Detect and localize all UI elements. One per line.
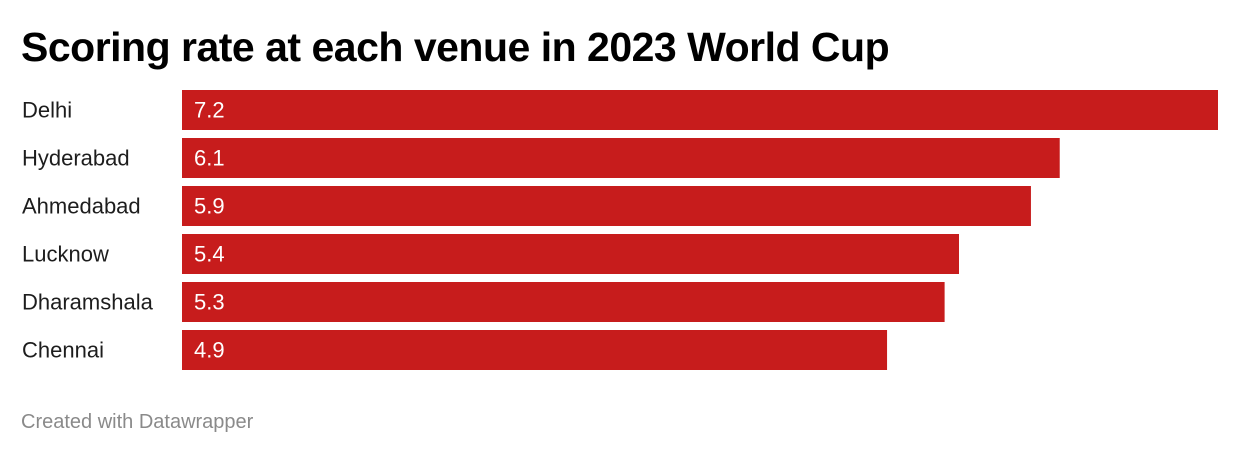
value-label: 5.4	[194, 242, 225, 267]
bar	[182, 330, 888, 370]
category-label: Chennai	[22, 338, 104, 363]
value-label: 5.9	[194, 194, 225, 219]
bar	[182, 234, 959, 274]
category-label: Dharamshala	[22, 290, 154, 315]
category-label: Hyderabad	[22, 146, 130, 171]
value-label: 6.1	[194, 146, 225, 171]
credit-footer: Created with Datawrapper	[21, 411, 254, 433]
value-label: 5.3	[194, 290, 225, 315]
category-label: Ahmedabad	[22, 194, 141, 219]
bar-row: Dharamshala 5.3	[22, 282, 945, 322]
value-label: 4.9	[194, 338, 225, 363]
bar-row: Delhi 7.2	[22, 90, 1218, 130]
bar-row: Lucknow 5.4	[22, 234, 959, 274]
bar	[182, 90, 1218, 130]
bar	[182, 186, 1031, 226]
bar-row: Ahmedabad 5.9	[22, 186, 1031, 226]
bar	[182, 138, 1060, 178]
bar-row: Chennai 4.9	[22, 330, 888, 370]
bar-chart: Delhi 7.2 Hyderabad 6.1 Ahmedabad 5.9 Lucknow 5…	[22, 90, 1218, 370]
category-label: Lucknow	[22, 242, 109, 267]
bar	[182, 282, 945, 322]
bar-row: Hyderabad 6.1	[22, 138, 1060, 178]
category-label: Delhi	[22, 98, 72, 123]
value-label: 7.2	[194, 98, 225, 123]
chart-title: Scoring rate at each venue in 2023 World…	[21, 24, 890, 70]
